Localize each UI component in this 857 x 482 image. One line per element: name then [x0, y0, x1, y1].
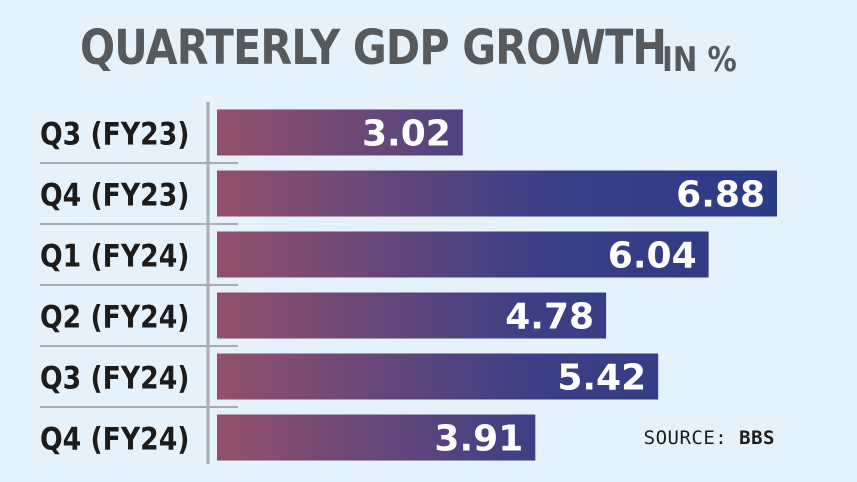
chart-title-group: QUARTERLY GDP GROWTH IN %	[80, 20, 761, 86]
bar	[217, 292, 607, 339]
source-label: SOURCE:	[643, 427, 728, 449]
chart-title: QUARTERLY GDP GROWTH	[80, 20, 667, 76]
bar	[217, 353, 659, 400]
category-label: Q4 (FY23)	[40, 177, 189, 213]
category-label: Q2 (FY24)	[40, 299, 189, 335]
chart-title-unit: IN %	[662, 40, 737, 80]
value-label: 3.91	[434, 419, 523, 460]
value-label: 6.88	[676, 175, 765, 216]
value-label: 4.78	[505, 297, 594, 338]
category-label: Q4 (FY24)	[40, 421, 189, 457]
value-label: 3.02	[362, 114, 451, 155]
value-label: 5.42	[557, 358, 646, 399]
category-label: Q1 (FY24)	[40, 238, 189, 274]
value-label: 6.04	[608, 236, 697, 277]
bar	[217, 414, 536, 461]
bar	[217, 170, 777, 217]
bar	[217, 109, 463, 156]
category-label: Q3 (FY23)	[40, 116, 189, 152]
source-name: BBS	[739, 427, 775, 449]
source-note: SOURCE: BBS	[644, 427, 775, 449]
category-label: Q3 (FY24)	[40, 360, 189, 396]
bar	[217, 231, 709, 278]
